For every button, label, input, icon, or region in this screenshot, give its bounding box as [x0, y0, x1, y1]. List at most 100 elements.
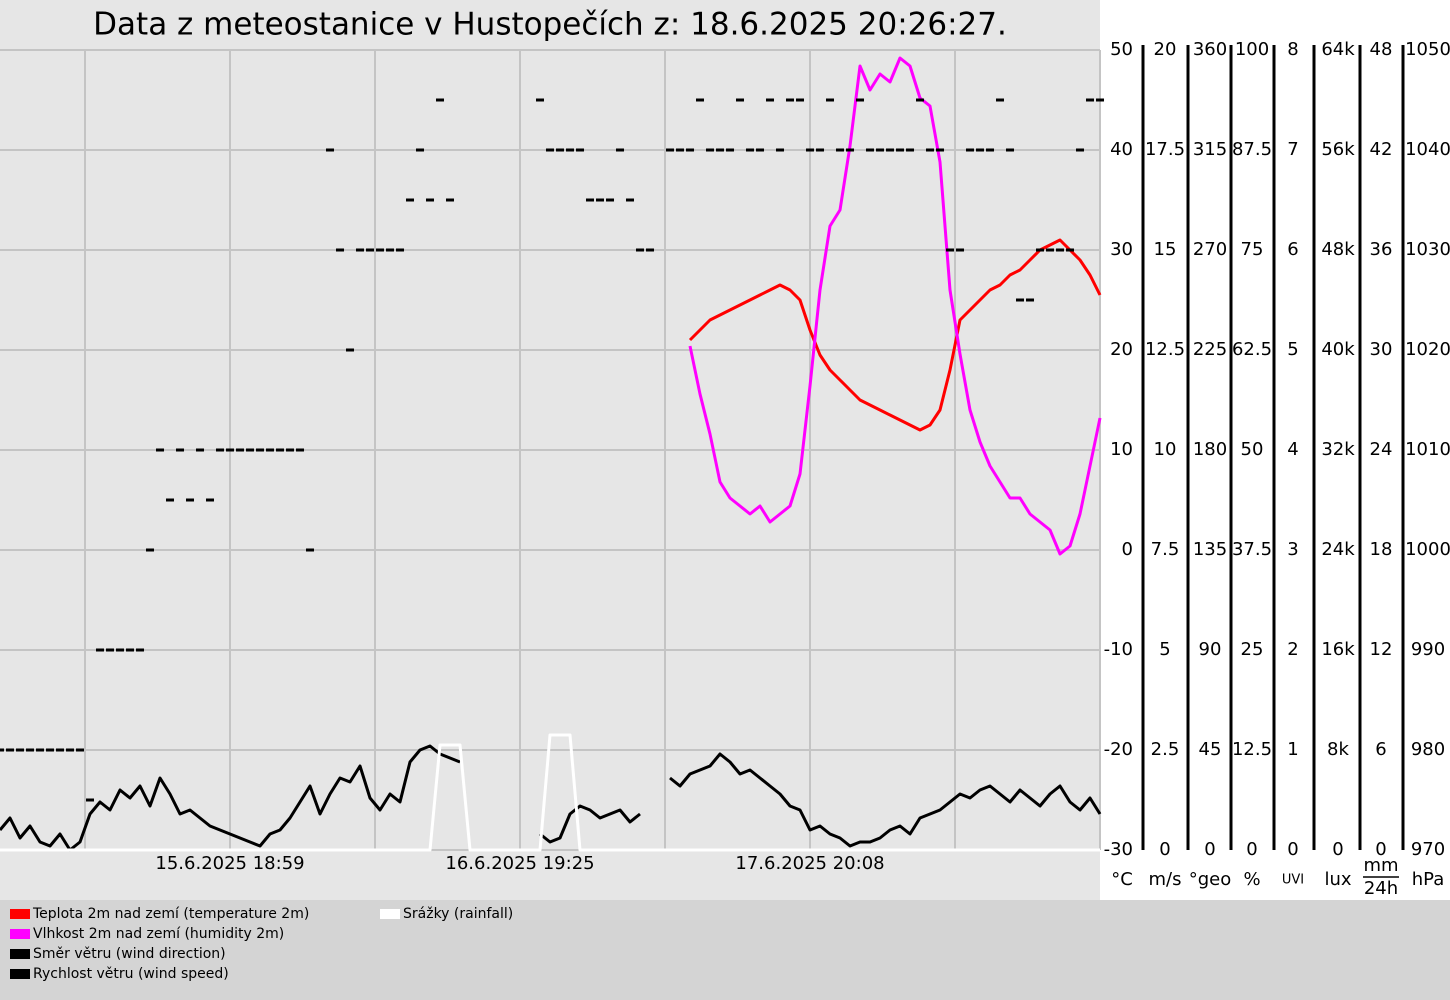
y-tick-label: 135 — [1193, 539, 1227, 560]
y-tick-label: 6 — [1287, 239, 1298, 260]
x-tick-label: 15.6.2025 18:59 — [155, 853, 304, 874]
series-dot — [196, 448, 204, 452]
series-dot — [256, 448, 264, 452]
y-tick-label: 15 — [1154, 239, 1177, 260]
series-dot — [556, 148, 564, 152]
y-tick-label: 40 — [1110, 139, 1133, 160]
series-dot — [1016, 298, 1024, 302]
y-tick-label: 24 — [1370, 439, 1393, 460]
series-dot — [976, 148, 984, 152]
y-tick-label: 12.5 — [1145, 339, 1185, 360]
legend-label: Směr větru (wind direction) — [33, 946, 226, 962]
series-dot — [566, 148, 574, 152]
legend-label: Rychlost větru (wind speed) — [33, 966, 229, 982]
axis-unit: 24h — [1364, 878, 1398, 899]
series-dot — [1086, 98, 1094, 102]
axis-unit: hPa — [1412, 869, 1444, 890]
series-dot — [1006, 148, 1014, 152]
y-tick-label: 4 — [1287, 439, 1298, 460]
series-dot — [296, 448, 304, 452]
y-tick-label: 270 — [1193, 239, 1227, 260]
y-tick-label: 180 — [1193, 439, 1227, 460]
y-tick-label: 1000 — [1405, 539, 1450, 560]
series-dot — [786, 98, 794, 102]
series-dot — [636, 248, 644, 252]
y-tick-label: 25 — [1241, 639, 1264, 660]
series-dot — [6, 748, 14, 752]
series-dot — [726, 148, 734, 152]
y-tick-label: 64k — [1321, 39, 1355, 60]
series-dot — [906, 148, 914, 152]
series-dot — [686, 148, 694, 152]
series-dot — [0, 748, 4, 752]
y-tick-label: 62.5 — [1232, 339, 1272, 360]
series-dot — [66, 748, 74, 752]
y-tick-label: 20 — [1110, 339, 1133, 360]
series-dot — [156, 448, 164, 452]
y-tick-label: 8 — [1287, 39, 1298, 60]
y-tick-label: 12.5 — [1232, 739, 1272, 760]
series-dot — [806, 148, 814, 152]
series-dot — [356, 248, 364, 252]
series-dot — [916, 98, 924, 102]
axis-unit: m/s — [1149, 869, 1182, 890]
y-tick-label: 6 — [1375, 739, 1386, 760]
series-dot — [846, 148, 854, 152]
y-tick-label: 37.5 — [1232, 539, 1272, 560]
y-tick-label: 0 — [1122, 539, 1133, 560]
series-dot — [1076, 148, 1084, 152]
series-dot — [216, 448, 224, 452]
legend-swatch — [10, 969, 30, 979]
y-tick-label: 24k — [1321, 539, 1355, 560]
series-dot — [266, 448, 274, 452]
series-dot — [896, 148, 904, 152]
legend-label: Teplota 2m nad zemí (temperature 2m) — [32, 906, 309, 922]
legend-swatch — [380, 909, 400, 919]
y-tick-label: 0 — [1159, 839, 1170, 860]
series-dot — [836, 148, 844, 152]
series-dot — [166, 498, 174, 502]
series-dot — [936, 148, 944, 152]
y-tick-label: 30 — [1370, 339, 1393, 360]
series-dot — [716, 148, 724, 152]
y-tick-label: 75 — [1241, 239, 1264, 260]
series-dot — [966, 148, 974, 152]
y-tick-label: 990 — [1411, 639, 1445, 660]
series-dot — [666, 148, 674, 152]
legend-swatch — [10, 929, 30, 939]
y-tick-label: 970 — [1411, 839, 1445, 860]
series-dot — [596, 198, 604, 202]
y-tick-label: 360 — [1193, 39, 1227, 60]
y-tick-label: 0 — [1246, 839, 1257, 860]
series-line — [0, 744, 1102, 852]
axis-unit: mm — [1363, 855, 1398, 876]
y-tick-label: 10 — [1154, 439, 1177, 460]
series-dot — [1036, 248, 1044, 252]
y-tick-label: 2 — [1287, 639, 1298, 660]
series-dot — [866, 148, 874, 152]
series-dot — [576, 148, 584, 152]
series-line — [688, 56, 1102, 556]
series-line — [0, 733, 1100, 852]
series-dot — [26, 748, 34, 752]
series-dot — [956, 248, 964, 252]
series-dot — [996, 98, 1004, 102]
y-tick-label: 2.5 — [1151, 739, 1180, 760]
series-dot — [1056, 248, 1064, 252]
y-tick-label: 10 — [1110, 439, 1133, 460]
y-tick-label: 50 — [1110, 39, 1133, 60]
series-dot — [756, 148, 764, 152]
y-tick-label: 1050 — [1405, 39, 1450, 60]
series-dot — [396, 248, 404, 252]
y-tick-label: 48k — [1321, 239, 1355, 260]
y-tick-label: 7 — [1287, 139, 1298, 160]
series-dot — [206, 498, 214, 502]
series-dot — [1046, 248, 1054, 252]
series-dot — [856, 98, 864, 102]
y-tick-label: 1020 — [1405, 339, 1450, 360]
axis-unit: °C — [1111, 869, 1133, 890]
y-tick-label: 100 — [1235, 39, 1269, 60]
y-tick-label: 17.5 — [1145, 139, 1185, 160]
x-tick-label: 16.6.2025 19:25 — [445, 853, 594, 874]
